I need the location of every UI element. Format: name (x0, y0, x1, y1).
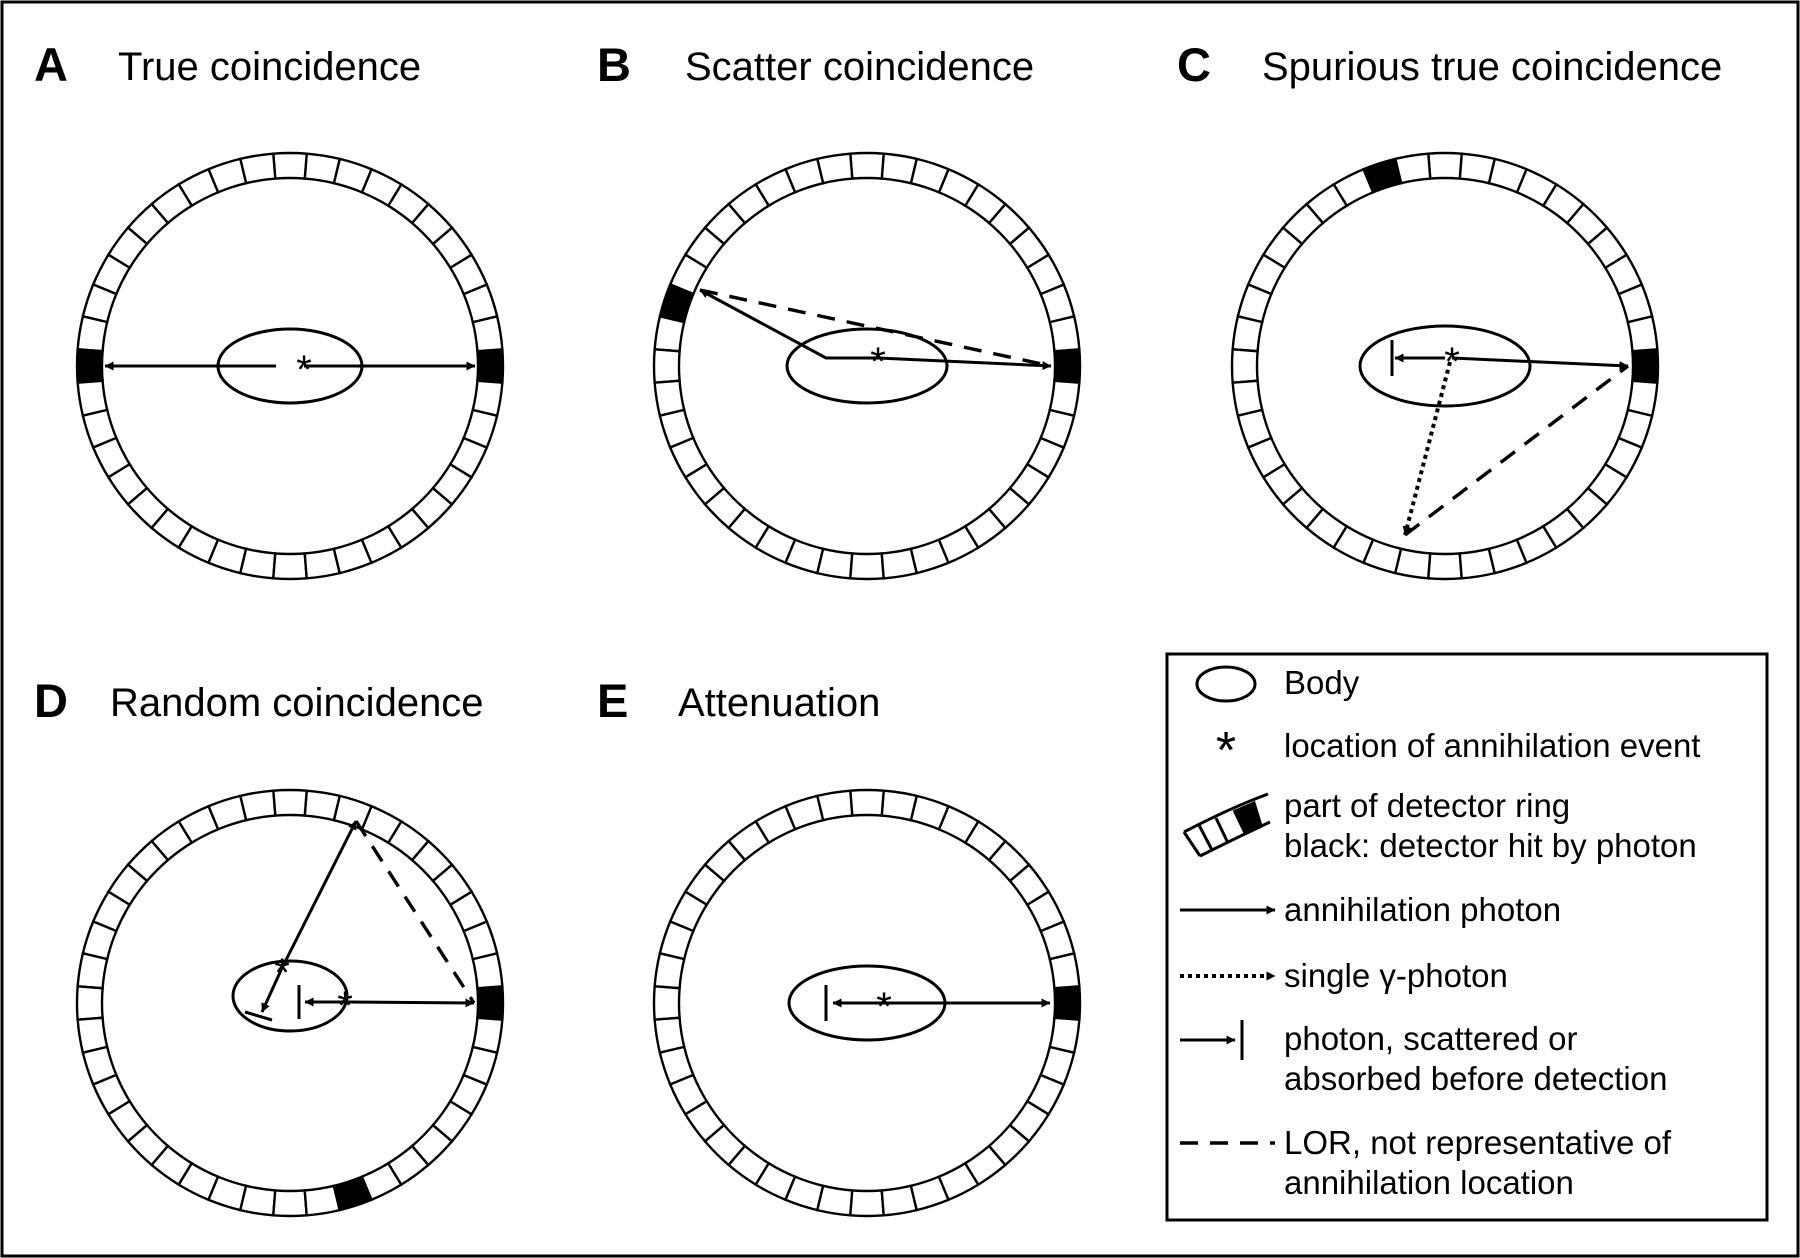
annihilation-event-marker: * (337, 984, 353, 1028)
single-photon-dotted-arrow (1402, 361, 1452, 536)
panel-d-contents: * * (231, 820, 476, 1033)
detector-segment (271, 788, 309, 817)
legend-detector-hit-label: black: detector hit by photon (1284, 827, 1697, 864)
detector-segment (848, 151, 886, 180)
annihilation-photon-arrow (877, 356, 1052, 371)
detector-ring-b (652, 151, 1082, 581)
detector-segment (1048, 1016, 1081, 1055)
body-ellipse (1358, 324, 1532, 408)
detector-segment-hit (75, 347, 104, 385)
detector-segment (271, 1189, 309, 1218)
lor-dashed-line (354, 820, 476, 1004)
detector-segment (653, 951, 686, 990)
detector-segment-hit (1053, 984, 1082, 1022)
detector-ring-c (1230, 151, 1660, 581)
detector-segment (1458, 152, 1497, 185)
detector-segment (238, 1184, 277, 1217)
panel-b-contents: * (699, 288, 1052, 405)
detector-segment (1048, 379, 1081, 418)
legend-scattered-label: photon, scattered or (1284, 1020, 1578, 1057)
legend-detector-ring-label: part of detector ring (1284, 787, 1570, 824)
detector-segment (76, 951, 109, 990)
detector-segment-hit (476, 347, 505, 385)
annihilation-event-marker: * (296, 348, 312, 392)
detector-segment (1393, 547, 1432, 580)
detector-segment (848, 552, 886, 581)
detector-segment (471, 379, 504, 418)
legend-body-icon (1195, 665, 1257, 703)
legend-annihilation-label: location of annihilation event (1284, 727, 1700, 764)
panel-c-title: Spurious true coincidence (1262, 45, 1722, 89)
detector-segment (880, 152, 919, 185)
legend-body-label: Body (1284, 664, 1360, 701)
detector-segment (1426, 552, 1464, 581)
panel-d-letter: D (34, 674, 68, 727)
detector-segment (303, 152, 342, 185)
detector-segment-hit (1053, 347, 1082, 385)
annihilation-photon-arrow (280, 820, 358, 969)
detector-segment (815, 547, 854, 580)
detector-segment (76, 314, 109, 353)
annihilation-event-marker: * (274, 951, 290, 995)
detector-segment-hit (476, 984, 505, 1022)
legend-absorbed-label: absorbed before detection (1284, 1060, 1667, 1097)
detector-segment (848, 788, 886, 817)
detector-segment (653, 314, 686, 353)
annihilation-event-marker: * (1444, 340, 1460, 384)
absorption-bar (244, 1010, 273, 1022)
legend-lor-label: LOR, not representative of (1284, 1124, 1672, 1161)
detector-segment (880, 789, 919, 822)
detector-segment (1230, 347, 1259, 385)
lor-dashed-line (1403, 364, 1630, 537)
legend-box (1165, 652, 1769, 1222)
legend-lor-location-label: annihilation location (1284, 1164, 1574, 1201)
legend-detector-ring-icon (1182, 792, 1271, 858)
legend-annihilation-photon-label: annihilation photon (1284, 891, 1561, 928)
scattered-photon-path (699, 288, 878, 360)
detector-segment (303, 789, 342, 822)
legend-annihilation-icon: * (1216, 722, 1236, 780)
legend: Body * location of annihilation event pa… (1165, 652, 1769, 1222)
absorbed-photon-arrow (260, 967, 284, 1013)
panel-b-letter: B (597, 38, 631, 91)
annihilation-event-marker: * (876, 985, 892, 1029)
detector-segment (238, 547, 277, 580)
body-ellipse (231, 959, 349, 1033)
detector-segment (1231, 314, 1264, 353)
detector-segment (652, 984, 681, 1022)
panel-e-letter: E (597, 674, 628, 727)
body-ellipse (785, 327, 949, 405)
panel-d-title: Random coincidence (110, 681, 484, 725)
detector-segment (848, 1189, 886, 1218)
panel-b-title: Scatter coincidence (685, 45, 1034, 89)
panel-a-letter: A (34, 38, 68, 91)
panel-a-title: True coincidence (118, 45, 421, 89)
detector-segment (471, 1016, 504, 1055)
panel-c-letter: C (1177, 38, 1211, 91)
panel-c-contents: * (1358, 324, 1630, 537)
panel-a-contents: * (104, 327, 476, 405)
legend-single-photon-label: single γ-photon (1284, 957, 1508, 994)
detector-segment (815, 1184, 854, 1217)
detector-segment (652, 347, 681, 385)
detector-segment (1426, 151, 1464, 180)
detector-ring-e (652, 788, 1082, 1218)
annihilation-photon-arrow (344, 998, 475, 1008)
detector-segment (271, 151, 309, 180)
annihilation-photon-arrow (1451, 356, 1629, 371)
detector-ring-d (75, 788, 505, 1218)
annihilation-event-marker: * (870, 340, 886, 384)
panel-e-title: Attenuation (678, 681, 880, 725)
detector-segment (75, 984, 104, 1022)
detector-segment (271, 552, 309, 581)
panel-e-contents: * (787, 964, 1051, 1042)
detector-segment-hit (1631, 347, 1660, 385)
detector-segment (1626, 379, 1659, 418)
detector-ring-a (75, 151, 505, 581)
